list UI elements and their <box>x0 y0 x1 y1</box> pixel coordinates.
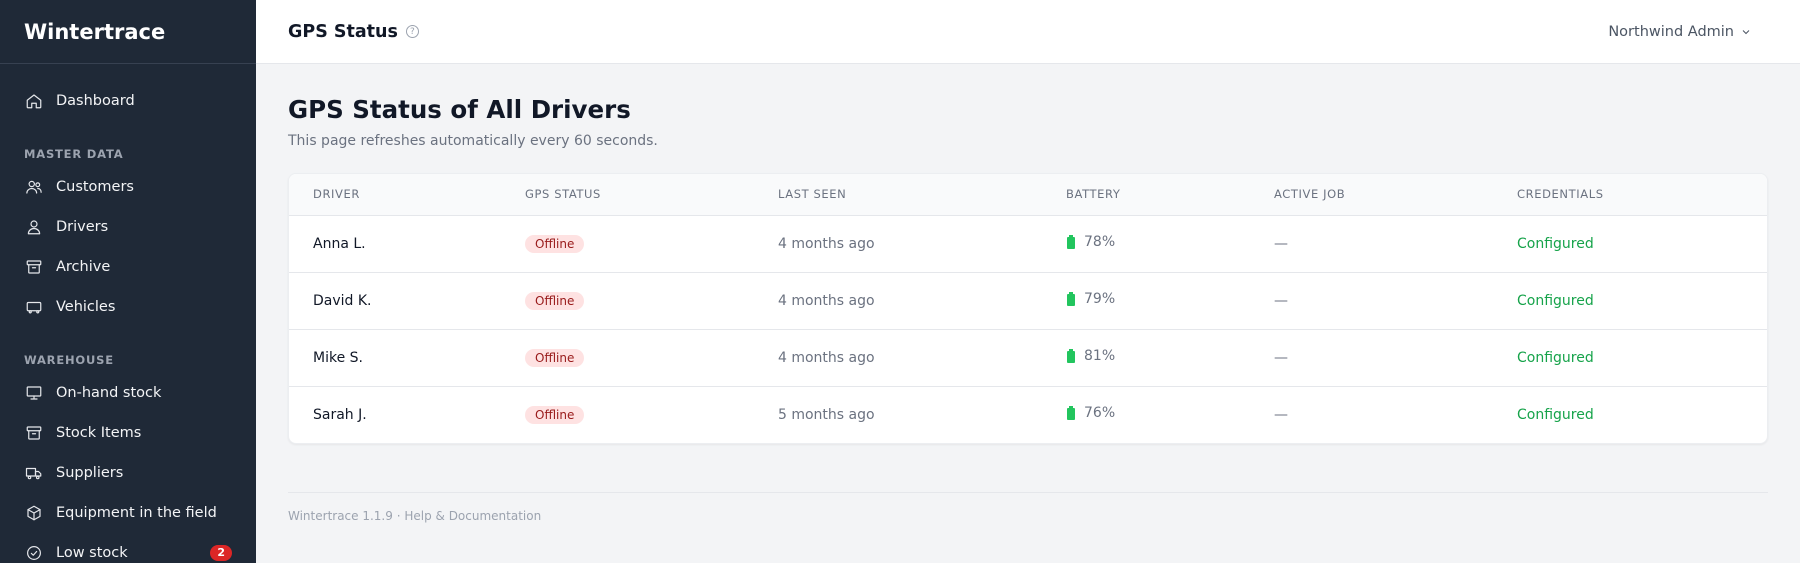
driver-name: David K. <box>313 292 372 309</box>
active-job: — <box>1274 292 1288 309</box>
column-header-battery: BATTERY <box>1042 174 1250 216</box>
page-heading: GPS Status ? <box>288 22 419 42</box>
app-logo[interactable]: Wintertrace <box>0 0 256 64</box>
chevron-down-icon <box>1742 29 1750 34</box>
section-label-master-data: MASTER DATA <box>24 147 124 161</box>
sidebar-item-label: On-hand stock <box>56 385 162 401</box>
battery-icon <box>1067 406 1075 421</box>
drivers-gps-table: DRIVER GPS STATUS LAST SEEN BATTERY ACTI… <box>289 174 1767 443</box>
status-badge: Offline <box>525 234 585 253</box>
table-row[interactable]: Anna L. Offline 4 months ago 78% — Confi… <box>289 215 1767 272</box>
last-seen: 4 months ago <box>778 292 875 309</box>
table-header-row: DRIVER GPS STATUS LAST SEEN BATTERY ACTI… <box>289 174 1767 216</box>
sidebar-item-label: Equipment in the field <box>56 505 217 521</box>
active-job: — <box>1274 406 1288 423</box>
home-icon <box>24 91 44 111</box>
main-content: GPS Status of All Drivers This page refr… <box>288 64 1768 444</box>
credentials-link[interactable]: Configured <box>1517 349 1594 366</box>
sidebar-item-customers[interactable]: Customers <box>0 167 256 207</box>
footer-separator: · <box>392 509 405 523</box>
sidebar-item-suppliers[interactable]: Suppliers <box>0 453 256 493</box>
credentials-link[interactable]: Configured <box>1517 406 1594 423</box>
sidebar-item-drivers[interactable]: Drivers <box>0 207 256 247</box>
box-icon <box>24 503 44 523</box>
sidebar-item-label: Dashboard <box>56 93 135 109</box>
sidebar-item-label: Vehicles <box>56 299 116 315</box>
footer-version: Wintertrace 1.1.9 <box>288 509 393 523</box>
battery-level: 81% <box>1084 348 1116 364</box>
column-header-credentials: CREDENTIALS <box>1493 174 1767 216</box>
column-header-last-seen: LAST SEEN <box>754 174 1042 216</box>
sidebar-item-equipment[interactable]: Equipment in the field <box>0 493 256 533</box>
sidebar-item-label: Archive <box>56 259 111 275</box>
battery-level: 76% <box>1084 405 1116 422</box>
monitor-icon <box>24 383 44 403</box>
battery-level: 78% <box>1084 234 1116 250</box>
last-seen: 4 months ago <box>778 235 875 252</box>
sidebar-item-low-stock[interactable]: Low stock 2 <box>0 533 256 563</box>
vehicle-icon <box>24 297 44 317</box>
help-icon[interactable]: ? <box>405 25 419 38</box>
credentials-link[interactable]: Configured <box>1517 235 1594 252</box>
status-badge: Offline <box>525 405 585 424</box>
table-row[interactable]: Mike S. Offline 4 months ago 81% — Confi… <box>289 329 1767 386</box>
sidebar-item-archive[interactable]: Archive <box>0 247 256 287</box>
column-header-gps-status: GPS STATUS <box>501 174 754 216</box>
driver-name: Sarah J. <box>313 406 367 423</box>
sidebar-nav: Dashboard MASTER DATA Customers Drivers … <box>0 64 256 563</box>
sidebar-item-label: Drivers <box>56 219 109 235</box>
battery-icon <box>1067 349 1075 363</box>
table-row[interactable]: Sarah J. Offline 5 months ago 76% — Conf… <box>289 386 1767 443</box>
battery-cell: 78% <box>1066 234 1115 250</box>
battery-cell: 79% <box>1066 291 1115 307</box>
user-name: Northwind Admin <box>1608 23 1734 40</box>
topbar: GPS Status ? Northwind Admin <box>256 0 1800 64</box>
page-title: GPS Status of All Drivers <box>288 95 631 124</box>
sidebar: Wintertrace Dashboard MASTER DATA Custom… <box>0 0 256 563</box>
battery-icon <box>1067 292 1075 306</box>
battery-cell: 81% <box>1066 348 1115 364</box>
battery-cell: 76% <box>1066 405 1115 421</box>
column-header-active-job: ACTIVE JOB <box>1250 174 1493 216</box>
credentials-link[interactable]: Configured <box>1517 292 1594 309</box>
last-seen: 5 months ago <box>778 406 875 423</box>
active-job: — <box>1274 349 1288 366</box>
sidebar-item-label: Stock Items <box>56 425 142 441</box>
users-icon <box>24 177 44 197</box>
sidebar-item-on-hand-stock[interactable]: On-hand stock <box>0 373 256 413</box>
footer: Wintertrace 1.1.9 · Help & Documentation <box>288 492 1768 523</box>
page-subtitle: This page refreshes automatically every … <box>288 133 658 149</box>
drivers-gps-table-card: DRIVER GPS STATUS LAST SEEN BATTERY ACTI… <box>288 173 1768 444</box>
truck-icon <box>24 463 44 483</box>
sidebar-item-stock-items[interactable]: Stock Items <box>0 413 256 453</box>
battery-icon <box>1067 235 1075 249</box>
help-docs-link[interactable]: Help & Documentation <box>404 509 542 523</box>
sidebar-item-label: Customers <box>56 179 134 195</box>
sidebar-item-vehicles[interactable]: Vehicles <box>0 287 256 327</box>
active-job: — <box>1274 235 1288 252</box>
header-title: GPS Status <box>288 21 398 42</box>
low-stock-count-badge: 2 <box>210 545 232 561</box>
archive-icon <box>24 257 44 277</box>
sidebar-item-label: Suppliers <box>56 465 124 481</box>
user-menu[interactable]: Northwind Admin <box>1608 24 1752 40</box>
sidebar-item-label: Low stock <box>56 545 128 561</box>
check-circle-icon <box>24 543 44 563</box>
status-badge: Offline <box>525 291 585 310</box>
archive-icon <box>24 423 44 443</box>
table-row[interactable]: David K. Offline 4 months ago 79% — Conf… <box>289 272 1767 329</box>
last-seen: 4 months ago <box>778 349 875 366</box>
battery-level: 79% <box>1084 291 1116 307</box>
section-label-warehouse: WAREHOUSE <box>24 353 114 367</box>
column-header-driver: DRIVER <box>289 174 501 216</box>
status-badge: Offline <box>525 348 585 367</box>
user-icon <box>24 217 44 237</box>
sidebar-item-dashboard[interactable]: Dashboard <box>0 81 256 121</box>
driver-name: Mike S. <box>313 349 363 366</box>
driver-name: Anna L. <box>313 235 366 252</box>
